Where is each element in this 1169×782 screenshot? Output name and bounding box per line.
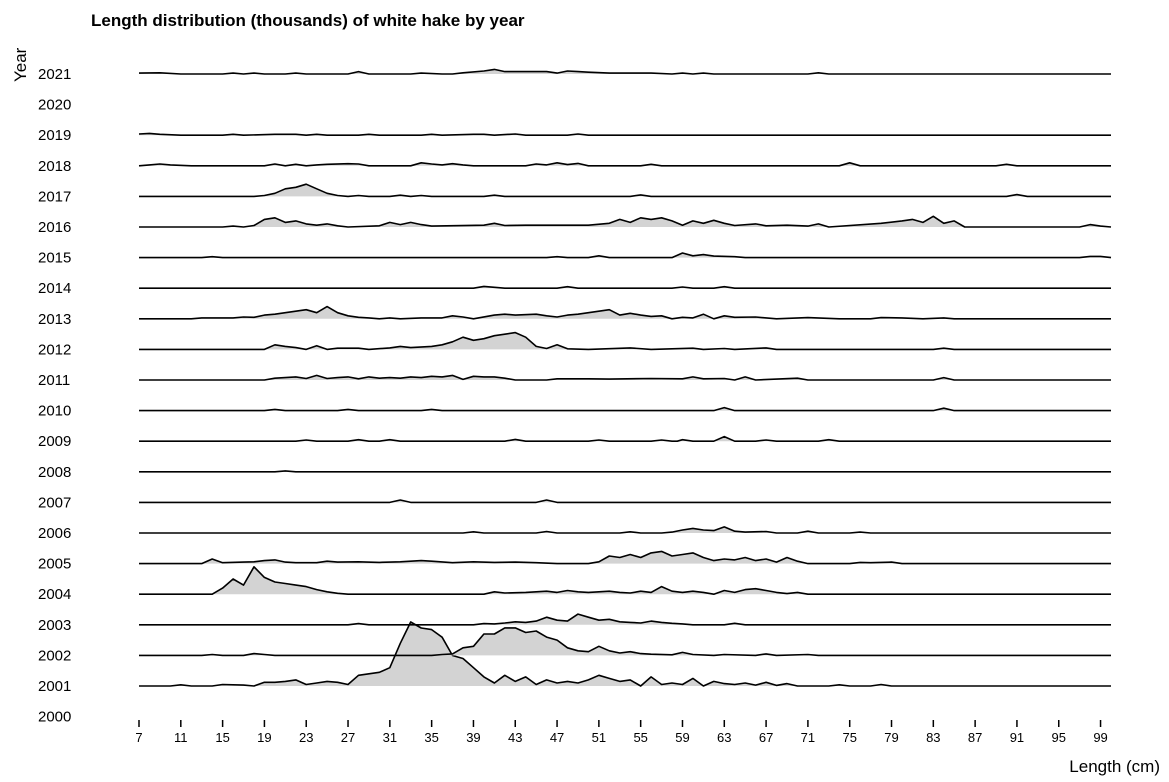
x-tick-label-59: 59 xyxy=(675,730,689,745)
ridges-group xyxy=(138,68,1112,687)
x-tick-label-99: 99 xyxy=(1093,730,1107,745)
x-tick-label-11: 11 xyxy=(174,730,188,745)
x-tick-label-91: 91 xyxy=(1010,730,1024,745)
x-tick-label-71: 71 xyxy=(801,730,815,745)
ridge-line-2004 xyxy=(139,566,1111,595)
year-label-2003: 2003 xyxy=(38,617,71,634)
ridge-line-2011 xyxy=(139,374,1111,381)
year-labels-group: 2021 2020 2019 2018 2017 2016 2015 2014 2013 2012… xyxy=(38,66,71,726)
year-label-2013: 2013 xyxy=(38,311,71,328)
ridge-line-2017 xyxy=(139,183,1111,198)
ridge-2015 xyxy=(139,252,1112,259)
x-tick-label-55: 55 xyxy=(633,730,647,745)
ridge-2011 xyxy=(139,374,1111,381)
ridge-line-2012 xyxy=(139,331,1111,351)
x-tick-label-95: 95 xyxy=(1052,730,1066,745)
year-label-2018: 2018 xyxy=(38,158,71,175)
ridge-line-2018 xyxy=(138,162,1111,167)
x-axis-title: Length (cm) xyxy=(1069,757,1160,776)
x-tick-label-67: 67 xyxy=(759,730,773,745)
ridge-2002 xyxy=(139,627,1111,657)
year-label-2006: 2006 xyxy=(38,525,71,542)
ridge-line-2006 xyxy=(139,526,1111,534)
year-label-2016: 2016 xyxy=(38,219,71,236)
ridge-2008 xyxy=(139,470,1111,473)
ridge-2009 xyxy=(139,435,1111,442)
chart-title: Length distribution (thousands) of white… xyxy=(91,11,525,30)
year-label-2007: 2007 xyxy=(38,494,71,511)
x-tick-label-7: 7 xyxy=(135,730,142,745)
ridge-fill-2002 xyxy=(139,627,1111,656)
y-axis-title: Year xyxy=(11,47,30,82)
ridge-line-2013 xyxy=(139,305,1111,320)
year-label-2019: 2019 xyxy=(38,127,71,144)
year-label-2008: 2008 xyxy=(38,464,71,481)
x-tick-label-79: 79 xyxy=(884,730,898,745)
ridge-2003 xyxy=(139,613,1111,626)
ridge-fill-2003 xyxy=(139,614,1111,625)
ridge-line-2016 xyxy=(139,215,1112,228)
ridge-2014 xyxy=(139,285,1111,289)
ridge-line-2002 xyxy=(139,627,1111,657)
ridge-2007 xyxy=(139,499,1111,504)
year-label-2017: 2017 xyxy=(38,188,71,205)
x-tick-label-87: 87 xyxy=(968,730,982,745)
year-label-2012: 2012 xyxy=(38,341,71,358)
ridge-fill-2004 xyxy=(139,566,1111,595)
ridge-2017 xyxy=(139,183,1111,198)
ridge-2004 xyxy=(139,566,1111,595)
ridge-2018 xyxy=(138,162,1111,167)
x-axis: 7 11 15 19 23 27 31 35 39 43 47 51 55 59 63 67 71 75 79 83 8… xyxy=(135,720,1108,745)
ridge-2019 xyxy=(138,132,1111,136)
x-tick-label-15: 15 xyxy=(215,730,229,745)
ridge-line-2008 xyxy=(139,470,1111,473)
ridge-line-2007 xyxy=(139,499,1111,504)
x-tick-label-83: 83 xyxy=(926,730,940,745)
ridge-line-2014 xyxy=(139,285,1111,289)
ridge-2012 xyxy=(139,331,1111,351)
ridge-2006 xyxy=(139,526,1111,534)
ridge-line-2015 xyxy=(139,252,1112,259)
year-label-2020: 2020 xyxy=(38,97,71,114)
ridge-line-2005 xyxy=(139,550,1111,565)
x-tick-label-39: 39 xyxy=(466,730,480,745)
ridge-2021 xyxy=(138,68,1111,75)
ridge-line-2010 xyxy=(139,406,1111,412)
ridge-2005 xyxy=(139,550,1111,565)
year-label-2014: 2014 xyxy=(38,280,71,297)
year-label-2009: 2009 xyxy=(38,433,71,450)
ridge-2010 xyxy=(139,406,1111,412)
x-tick-label-35: 35 xyxy=(424,730,438,745)
year-label-2000: 2000 xyxy=(38,709,71,726)
x-tick-label-19: 19 xyxy=(257,730,271,745)
x-tick-label-51: 51 xyxy=(592,730,606,745)
ridge-line-2003 xyxy=(139,613,1111,626)
x-tick-label-75: 75 xyxy=(842,730,856,745)
year-label-2002: 2002 xyxy=(38,647,71,664)
x-tick-label-43: 43 xyxy=(508,730,522,745)
x-tick-label-31: 31 xyxy=(383,730,397,745)
year-label-2005: 2005 xyxy=(38,556,71,573)
ridge-line-2021 xyxy=(138,68,1111,75)
ridge-line-2001 xyxy=(139,621,1111,687)
ridge-fill-2013 xyxy=(139,306,1111,319)
year-label-2015: 2015 xyxy=(38,250,71,267)
x-tick-label-47: 47 xyxy=(550,730,564,745)
year-label-2011: 2011 xyxy=(38,372,70,389)
x-tick-label-23: 23 xyxy=(299,730,313,745)
year-label-2021: 2021 xyxy=(38,66,71,83)
ridge-fill-2017 xyxy=(139,184,1111,197)
year-label-2004: 2004 xyxy=(38,586,71,603)
x-tick-label-63: 63 xyxy=(717,730,731,745)
ridge-fill-2005 xyxy=(139,551,1111,564)
ridge-2001 xyxy=(139,621,1111,687)
ridge-2016 xyxy=(139,215,1112,228)
year-label-2001: 2001 xyxy=(38,678,71,695)
year-label-2010: 2010 xyxy=(38,403,71,420)
ridge-line-2019 xyxy=(138,132,1111,136)
ridge-line-2009 xyxy=(139,435,1111,442)
x-tick-label-27: 27 xyxy=(341,730,355,745)
ridge-2013 xyxy=(139,305,1111,320)
